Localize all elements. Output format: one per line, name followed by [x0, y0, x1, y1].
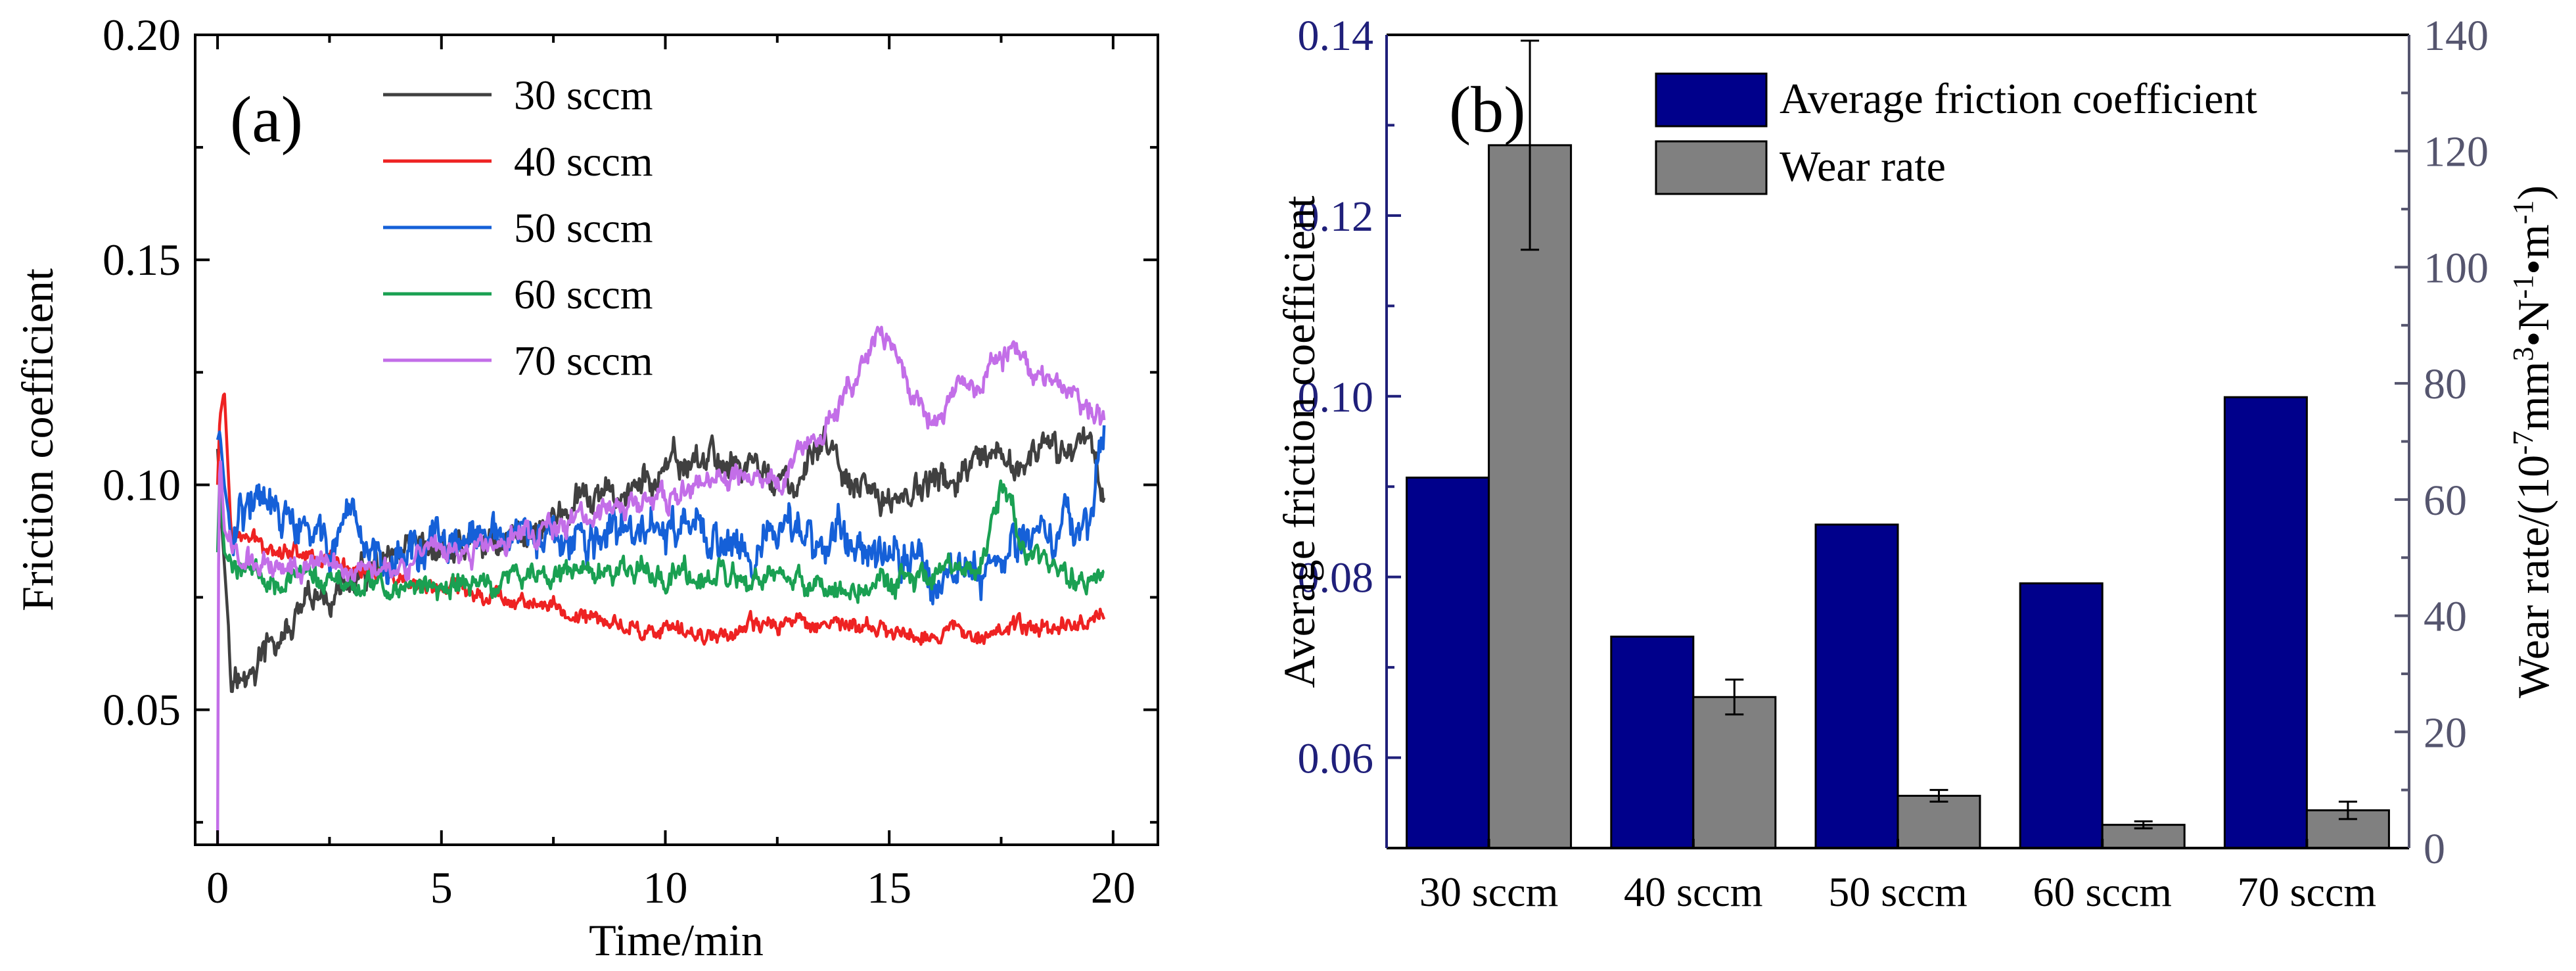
x-tick-label: 15 [867, 863, 911, 912]
error-bar-40-sccm [1725, 678, 1744, 716]
chart-a-series-lines [216, 325, 1106, 845]
bar-friction-60-sccm [2019, 582, 2104, 849]
chart-a-ticks: 0 5 10 15 20 0.05 0.10 0.15 0.20 [103, 10, 1158, 912]
chart-b-error-bars [1521, 39, 2357, 830]
legend-label-70-sccm: 70 sccm [514, 337, 653, 384]
legend-label-30-sccm: 30 sccm [514, 72, 653, 118]
chart-b-ticks: 30 sccm 40 sccm 50 sccm 60 sccm 70 sccm 0.06 0… [1298, 12, 2489, 915]
y-tick-label-right: 20 [2424, 709, 2467, 757]
legend-label-average-friction-coefficient: Average friction coefficient [1780, 75, 2257, 123]
x-tick-label: 5 [430, 863, 453, 912]
x-tick-label-40-sccm: 40 sccm [1624, 868, 1763, 915]
x-tick-label-30-sccm: 30 sccm [1419, 868, 1559, 915]
y-tick-label: 0.15 [103, 235, 181, 285]
y-tick-label-right: 40 [2424, 593, 2467, 641]
chart-a-y-axis-title: Friction coefficient [12, 268, 62, 611]
chart-a-panel-label: (a) [230, 83, 303, 156]
y-tick-label-right: 80 [2424, 360, 2467, 408]
chart-b-bars [1406, 144, 2390, 849]
bar-wear-50-sccm [1897, 794, 1981, 849]
y-tick-label-left: 0.12 [1298, 193, 1374, 241]
bar-wear-30-sccm [1488, 144, 1573, 849]
legend-label-wear-rate: Wear rate [1780, 143, 1946, 191]
y-tick-label-right: 60 [2424, 477, 2467, 525]
chart-b-y-axis-right-title: Wear rate/(10-7mm3•N-1•m-1) [2507, 185, 2559, 698]
y-tick-label-right: 0 [2424, 825, 2445, 873]
bar-friction-40-sccm [1610, 635, 1695, 849]
legend-swatch-wear-rate [1655, 140, 1768, 195]
x-tick-label: 20 [1091, 863, 1136, 912]
error-bar-70-sccm [2338, 800, 2357, 820]
chart-a-plot-frame [194, 34, 1159, 846]
legend-label-50-sccm: 50 sccm [514, 204, 653, 251]
y-tick-label: 0.05 [103, 685, 181, 735]
series-line-40-sccm [216, 392, 1106, 646]
bar-friction-70-sccm [2223, 396, 2308, 849]
chart-b-y-axis-title: Average friction coefficient [1274, 195, 1324, 688]
y-tick-label-right: 120 [2424, 128, 2489, 176]
series-line-50-sccm [216, 425, 1106, 605]
bar-friction-30-sccm [1406, 476, 1490, 849]
legend-label-60-sccm: 60 sccm [514, 271, 653, 318]
chart-b-bar-panel: 30 sccm 40 sccm 50 sccm 60 sccm 70 sccm 0.06 0… [1274, 12, 2558, 915]
y-tick-label: 0.10 [103, 460, 181, 509]
series-line-60-sccm [216, 479, 1105, 604]
error-bar-60-sccm [2134, 820, 2153, 830]
bar-friction-50-sccm [1814, 523, 1899, 849]
legend-label-40-sccm: 40 sccm [514, 138, 653, 185]
x-tick-label: 0 [206, 863, 229, 912]
x-tick-label-50-sccm: 50 sccm [1828, 868, 1967, 915]
y-tick-label-left: 0.06 [1298, 735, 1374, 783]
legend-swatch-average-friction-coefficient [1655, 72, 1768, 128]
y-tick-label-right: 140 [2424, 12, 2489, 60]
chart-a-line-panel: 0 5 10 15 20 0.05 0.10 0.15 0.20 (a) Time/min Fr… [12, 10, 1159, 965]
chart-b-legend: Average friction coefficient Wear rate [1655, 72, 2257, 195]
bar-wear-40-sccm [1692, 696, 1777, 849]
y-tick-label: 0.20 [103, 10, 181, 60]
y-tick-label-left: 0.08 [1298, 554, 1374, 602]
x-tick-label: 10 [643, 863, 687, 912]
x-tick-label-70-sccm: 70 sccm [2238, 868, 2377, 915]
y-tick-label-right: 100 [2424, 244, 2489, 292]
error-bar-30-sccm [1521, 39, 1540, 251]
chart-a-legend: 30 sccm 40 sccm 50 sccm 60 sccm 70 sccm [383, 72, 653, 384]
x-tick-label-60-sccm: 60 sccm [2033, 868, 2172, 915]
error-bar-50-sccm [1929, 789, 1948, 803]
y-tick-label-left: 0.10 [1298, 373, 1374, 421]
series-line-70-sccm [216, 325, 1106, 845]
chart-b-panel-label: (b) [1449, 73, 1526, 146]
chart-a-x-axis-title: Time/min [589, 915, 764, 965]
y-tick-label-left: 0.14 [1298, 12, 1374, 60]
